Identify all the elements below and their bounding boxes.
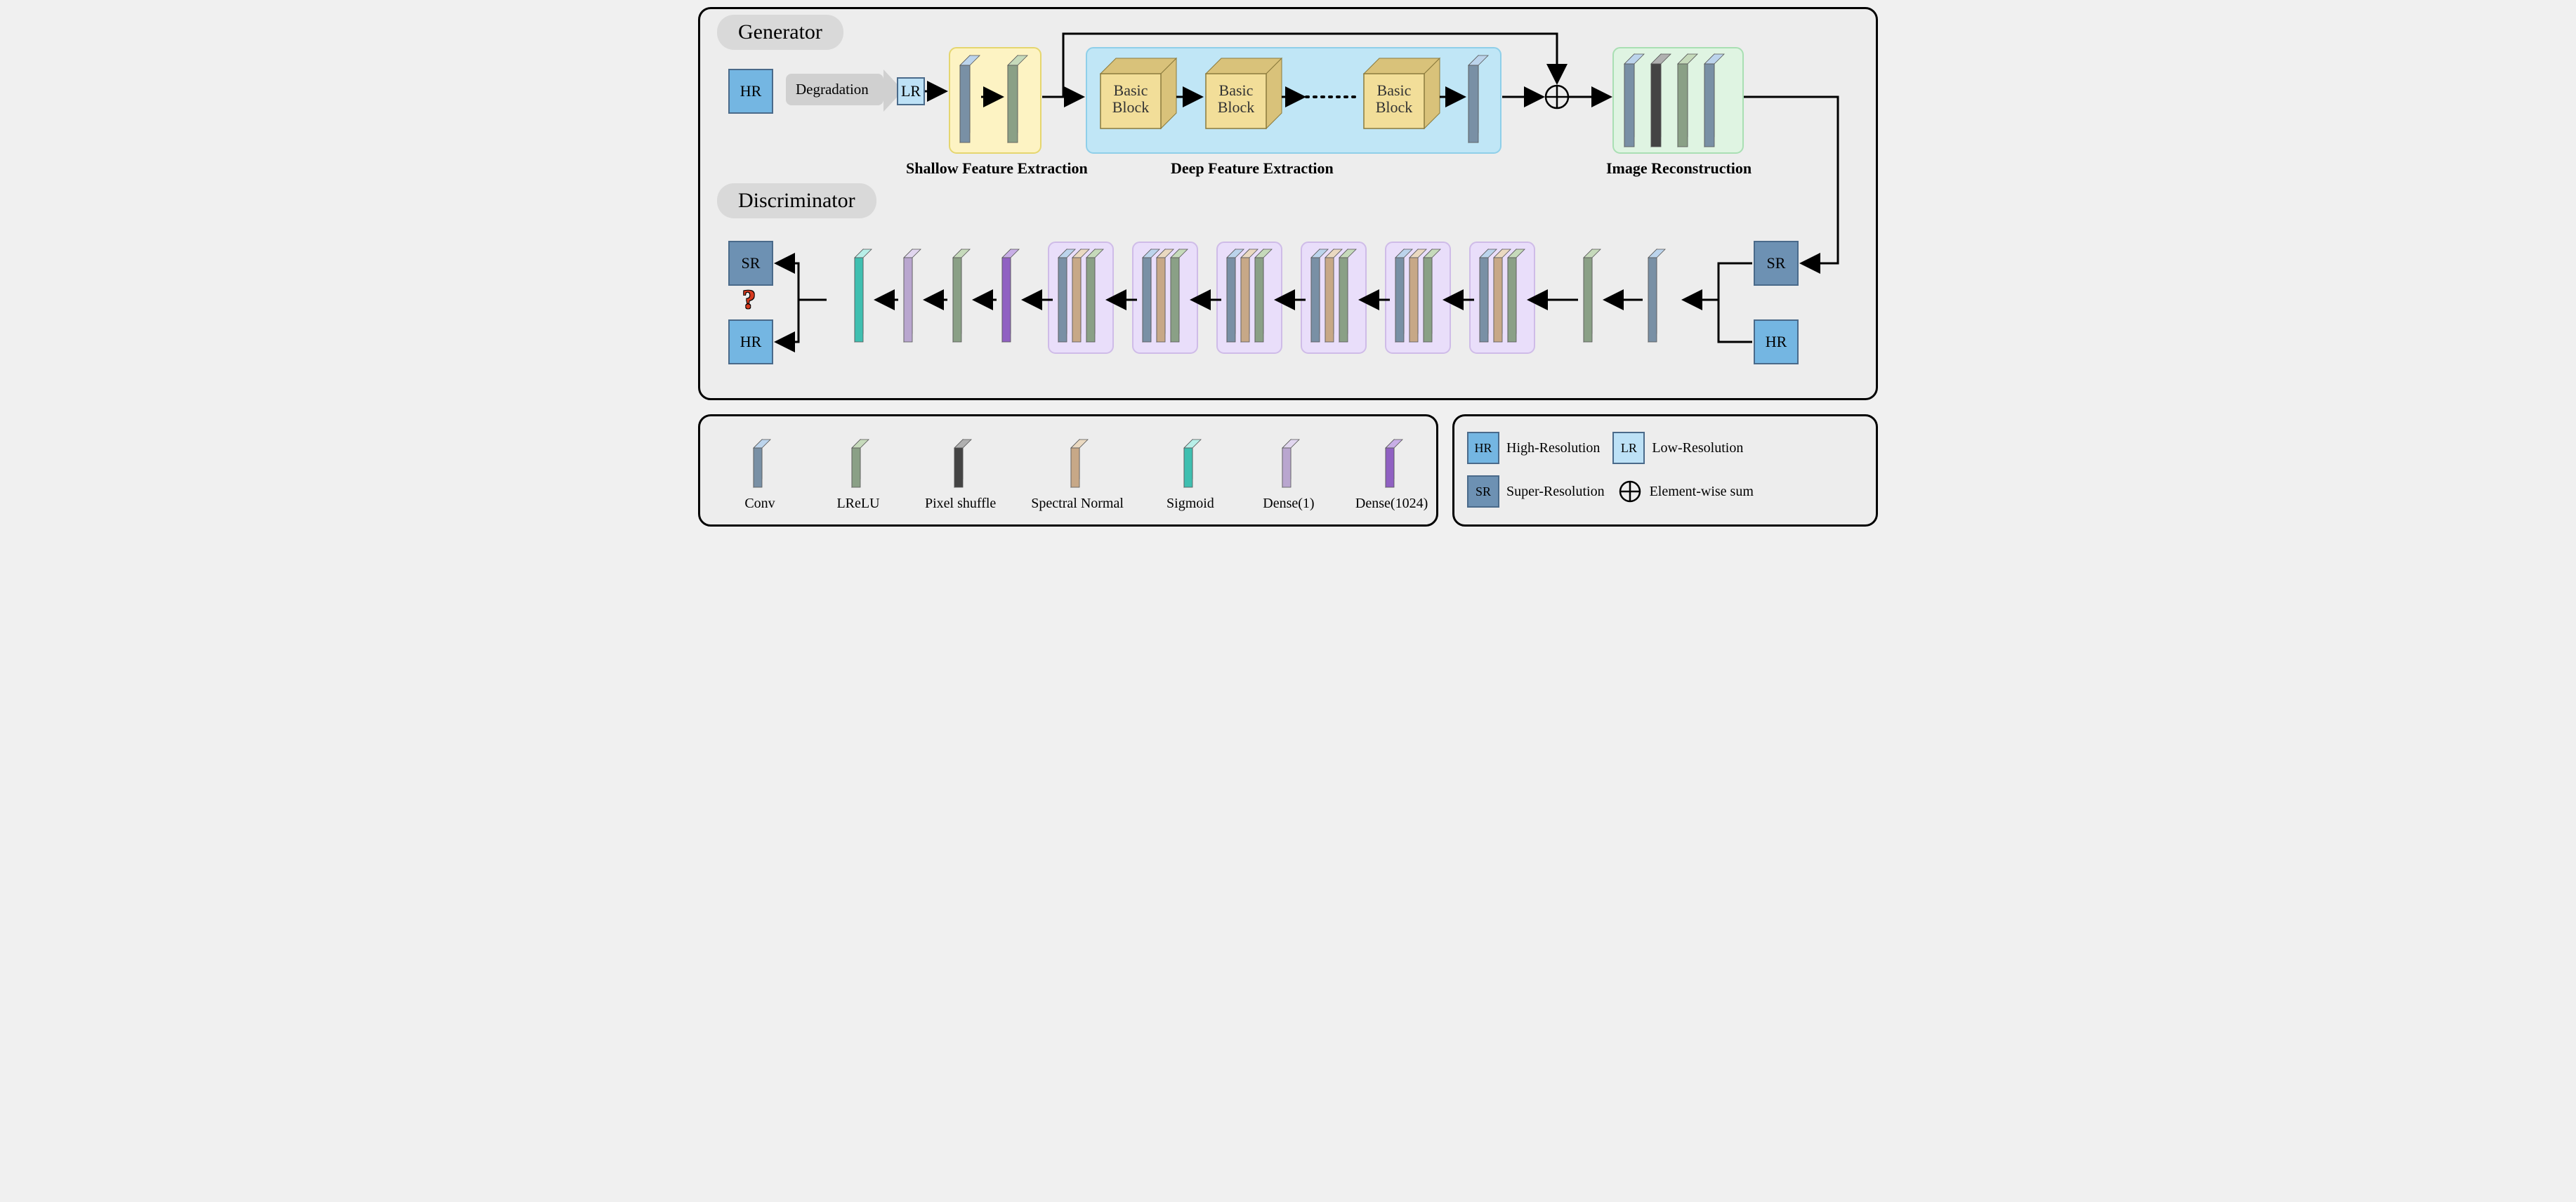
key-tag: HR [1467,432,1499,464]
key-item: HR High-Resolution [1467,432,1600,464]
svg-text:Basic: Basic [1114,81,1148,99]
key-item: LR Low-Resolution [1612,432,1743,464]
legend-item: Dense(1024) [1355,435,1428,512]
key-item: Element-wise sum [1617,479,1754,504]
legend-label: Dense(1) [1257,496,1320,512]
legend-items: Conv LReLU Pixel shuffle Spectral Normal Sig… [728,435,1428,512]
diagram-svg: BasicBlockBasicBlockBasicBlock [700,9,1859,402]
main-panel: Generator Discriminator HR Degradation L… [698,7,1878,400]
legend-label: Sigmoid [1159,496,1222,512]
legend-label: Dense(1024) [1355,496,1428,512]
legend-item: LReLU [827,435,890,512]
svg-text:Block: Block [1218,98,1255,116]
key-text: Super-Resolution [1506,484,1605,500]
legend-panel: Conv LReLU Pixel shuffle Spectral Normal Sig… [698,414,1438,527]
svg-text:Basic: Basic [1219,81,1254,99]
key-tag: LR [1612,432,1645,464]
key-text: High-Resolution [1506,440,1600,456]
legend-label: LReLU [827,496,890,512]
legend-item: Sigmoid [1159,435,1222,512]
legend-label: Conv [728,496,791,512]
svg-text:Basic: Basic [1377,81,1412,99]
oplus-icon [1617,479,1643,504]
key-panel: HR High-Resolution LR Low-Resolution SR Super… [1452,414,1878,527]
legend-item: Conv [728,435,791,512]
svg-text:Block: Block [1112,98,1150,116]
legend-item: Pixel shuffle [925,435,996,512]
svg-text:Block: Block [1376,98,1413,116]
key-tag: SR [1467,475,1499,508]
key-items: HR High-Resolution LR Low-Resolution SR Super… [1467,426,1869,513]
legend-item: Dense(1) [1257,435,1320,512]
legend-item: Spectral Normal [1031,435,1124,512]
key-text: Element-wise sum [1650,484,1754,500]
legend-label: Pixel shuffle [925,496,996,512]
key-item: SR Super-Resolution [1467,475,1605,508]
legend-label: Spectral Normal [1031,496,1124,512]
key-text: Low-Resolution [1652,440,1743,456]
